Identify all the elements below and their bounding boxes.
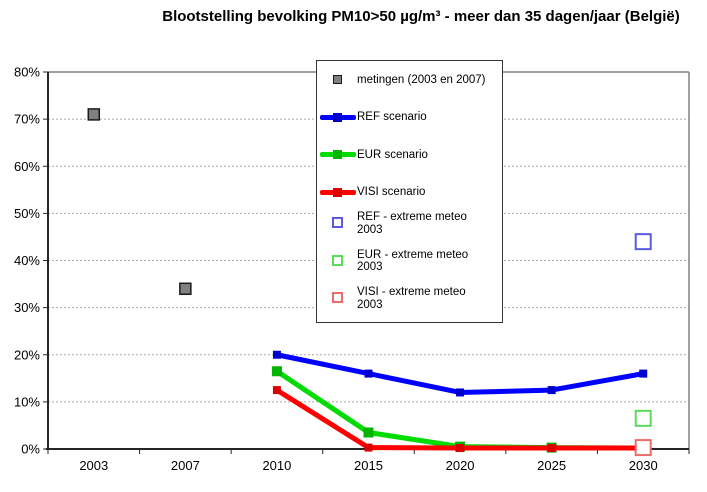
y-tick-label: 30% — [14, 300, 40, 315]
series-ref-extreme — [634, 233, 652, 251]
legend-box: metingen (2003 en 2007) REF scenario EUR s… — [316, 60, 503, 323]
legend-item-eur: EUR scenario — [317, 136, 502, 174]
metingen-marker — [87, 108, 101, 121]
visi-marker — [456, 444, 465, 453]
legend-item-metingen: metingen (2003 en 2007) — [317, 61, 502, 99]
series-eur — [271, 366, 649, 454]
y-tick-label: 0% — [21, 442, 40, 457]
visi-marker — [547, 444, 556, 453]
eur-legend-label: EUR scenario — [357, 148, 428, 161]
x-axis-labels: 2003 2007 2010 2015 2020 2025 2030 — [47, 449, 690, 473]
eur-legend-marker — [333, 150, 342, 160]
x-tick-label: 2015 — [354, 458, 383, 473]
eur-extreme-legend-marker — [331, 254, 343, 266]
y-tick-label: 20% — [14, 347, 40, 362]
legend-item-visi: VISI scenario — [317, 174, 502, 212]
visi-marker — [272, 386, 281, 395]
legend-item-eur-extreme: EUR - extreme meteo 2003 — [317, 249, 502, 287]
x-tick-label: 2010 — [262, 458, 291, 473]
metingen-marker — [179, 282, 192, 296]
visi-extreme-legend-marker-cell — [317, 292, 357, 303]
y-tick-label: 50% — [14, 206, 40, 221]
eur-legend-marker-cell — [317, 150, 357, 160]
x-tick-label: 2003 — [79, 458, 108, 473]
visi-marker — [364, 443, 373, 452]
visi-legend-marker-cell — [317, 187, 357, 197]
series-ref — [272, 350, 648, 397]
x-tick-label: 2020 — [446, 458, 475, 473]
legend-item-ref-extreme: REF - extreme meteo 2003 — [317, 211, 502, 249]
legend-item-ref: REF scenario — [317, 99, 502, 137]
y-tick-label: 60% — [14, 159, 40, 174]
ref-marker — [547, 386, 556, 395]
eur-marker — [363, 427, 374, 438]
y-tick-label: 70% — [14, 112, 40, 127]
ref-legend-marker-cell — [317, 112, 357, 122]
ref-marker — [272, 350, 281, 359]
series-eur-extreme — [634, 409, 652, 427]
visi-line — [274, 387, 646, 451]
y-axis-labels: 0% 10% 20% 30% 40% 50% 60% 70% 80% — [14, 65, 48, 457]
x-tick-label: 2007 — [171, 458, 200, 473]
ref-legend-line — [320, 112, 356, 122]
metingen-legend-marker-cell — [317, 75, 357, 85]
legend-item-visi-extreme: VISI - extreme meteo 2003 — [317, 286, 502, 324]
y-tick-label: 40% — [14, 253, 40, 268]
x-tick-label: 2030 — [629, 458, 658, 473]
eur-extreme-marker — [634, 409, 652, 427]
visi-legend-label: VISI scenario — [357, 186, 426, 198]
ref-legend-marker — [333, 112, 342, 122]
ref-marker — [456, 388, 465, 397]
ref-legend-label: REF scenario — [357, 111, 427, 123]
visi-extreme-legend-label: VISI - extreme meteo 2003 — [357, 286, 466, 311]
visi-extreme-legend-marker — [331, 292, 343, 303]
series-visi-extreme — [634, 439, 652, 457]
chart-title: Blootstelling bevolking PM10>50 µg/m³ - … — [162, 8, 680, 25]
y-tick-label: 80% — [14, 65, 40, 80]
x-tick-label: 2025 — [537, 458, 566, 473]
visi-legend-marker — [333, 187, 342, 197]
ref-marker — [364, 369, 373, 378]
eur-legend-line — [320, 150, 356, 160]
ref-extreme-legend-marker — [331, 217, 343, 228]
eur-extreme-legend-label: EUR - extreme meteo 2003 — [357, 248, 469, 274]
metingen-legend-label: metingen (2003 en 2007) — [357, 73, 486, 86]
series-metingen — [87, 108, 192, 296]
y-tick-label: 10% — [14, 394, 40, 409]
ref-marker — [639, 369, 648, 378]
metingen-legend-marker — [332, 75, 342, 85]
ref-extreme-legend-label: REF - extreme meteo 2003 — [357, 211, 467, 236]
ref-extreme-legend-marker-cell — [317, 217, 357, 228]
visi-legend-line — [320, 187, 356, 197]
eur-extreme-legend-marker-cell — [317, 254, 357, 266]
visi-extreme-marker — [634, 439, 652, 457]
ref-line — [274, 352, 646, 395]
eur-marker — [271, 366, 282, 377]
ref-extreme-marker — [634, 233, 652, 251]
